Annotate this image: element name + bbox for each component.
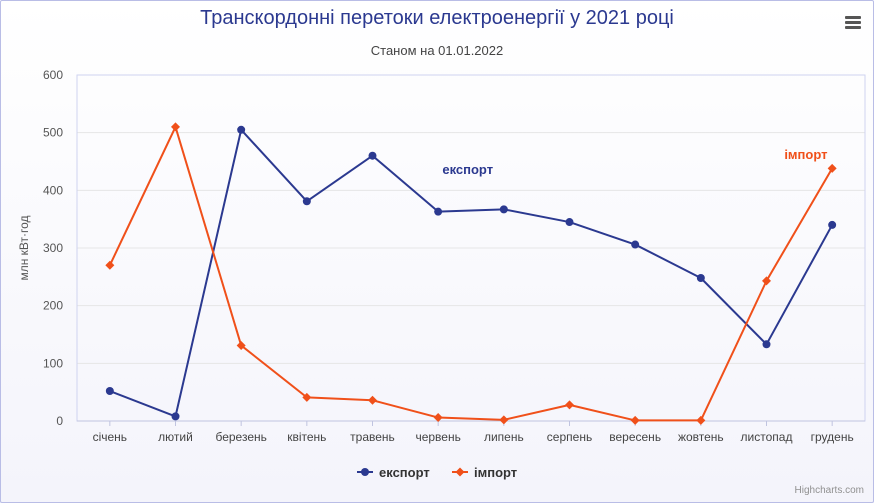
legend-marker-swatch — [361, 468, 369, 476]
series: експорт імпорт — [105, 122, 837, 425]
legend-item-import[interactable]: імпорт — [452, 465, 517, 480]
legend-item-export[interactable]: експорт — [357, 465, 430, 480]
legend-label: експорт — [379, 465, 430, 480]
x-tick-label: січень — [93, 430, 127, 444]
x-tick-label: вересень — [609, 430, 661, 444]
data-point-marker[interactable] — [630, 415, 640, 425]
y-tick-label: 300 — [43, 241, 63, 255]
data-point-marker[interactable] — [433, 413, 443, 423]
legend-marker-swatch — [455, 467, 465, 477]
data-point-marker[interactable] — [631, 240, 640, 249]
x-tick-label: серпень — [547, 430, 592, 444]
x-tick-label: травень — [350, 430, 395, 444]
x-tick-label: квітень — [287, 430, 326, 444]
data-point-marker[interactable] — [828, 220, 837, 229]
series-label-export: експорт — [442, 162, 493, 177]
credits-link[interactable]: Highcharts.com — [794, 485, 864, 496]
data-point-marker[interactable] — [171, 122, 180, 132]
grid-lines — [77, 74, 865, 422]
data-point-marker[interactable] — [368, 395, 377, 405]
series-line[interactable] — [109, 128, 834, 418]
x-tick-label: листопад — [741, 430, 793, 444]
y-tick-label: 600 — [43, 68, 63, 82]
x-tick-label: грудень — [811, 430, 854, 444]
x-tick-label: березень — [215, 430, 266, 444]
x-tick-label: липень — [484, 430, 524, 444]
series-export[interactable] — [105, 125, 837, 421]
y-axis-title: млн кВт·год — [17, 215, 31, 280]
chart-title: Транскордонні перетоки електроенергії у … — [200, 7, 674, 29]
y-tick-label: 100 — [43, 356, 63, 370]
data-point-marker[interactable] — [368, 151, 377, 160]
legend-label: імпорт — [474, 465, 517, 480]
data-point-marker[interactable] — [696, 273, 705, 282]
data-point-marker[interactable] — [105, 260, 115, 270]
y-tick-label: 400 — [43, 183, 63, 197]
data-point-marker[interactable] — [499, 415, 509, 425]
hamburger-menu-icon[interactable] — [840, 10, 866, 34]
axes: 0 100 200 300 400 500 600 січень лютий березень кв… — [43, 68, 865, 444]
data-point-marker[interactable] — [171, 412, 180, 421]
data-point-marker[interactable] — [762, 276, 771, 286]
data-point-marker[interactable] — [827, 163, 837, 173]
data-point-marker[interactable] — [302, 197, 311, 206]
data-point-marker[interactable] — [696, 415, 706, 425]
series-label-import: імпорт — [784, 147, 827, 162]
x-tick-label: лютий — [158, 430, 193, 444]
data-point-marker[interactable] — [302, 392, 312, 402]
chart-subtitle: Станом на 01.01.2022 — [370, 43, 504, 58]
data-point-marker[interactable] — [565, 218, 574, 227]
x-tick-label: жовтень — [678, 430, 724, 444]
y-tick-label: 0 — [56, 414, 63, 428]
x-tick-label: червень — [415, 430, 460, 444]
data-point-marker[interactable] — [565, 400, 574, 410]
y-tick-label: 500 — [43, 126, 63, 140]
data-point-marker[interactable] — [434, 207, 443, 216]
data-point-marker[interactable] — [499, 205, 508, 214]
legend: експорт імпорт — [357, 465, 517, 480]
data-point-marker[interactable] — [237, 125, 246, 134]
y-tick-label: 200 — [43, 299, 63, 313]
data-point-marker[interactable] — [105, 387, 114, 396]
series-import[interactable] — [105, 122, 837, 425]
data-point-marker[interactable] — [762, 340, 771, 349]
data-point-marker[interactable] — [236, 340, 246, 350]
series-line[interactable] — [108, 125, 834, 422]
